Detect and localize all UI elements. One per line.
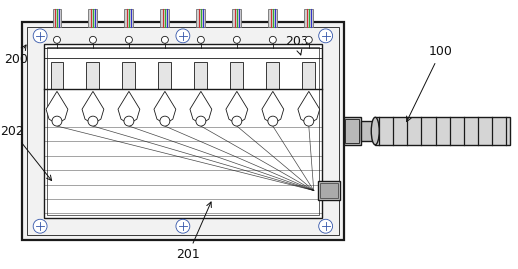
Circle shape: [319, 219, 333, 233]
Polygon shape: [82, 91, 104, 124]
Bar: [122, 62, 135, 89]
Circle shape: [269, 36, 276, 43]
Bar: [196, 9, 205, 27]
Bar: [124, 9, 133, 27]
Circle shape: [53, 36, 61, 43]
Bar: [303, 62, 315, 89]
Bar: [52, 9, 62, 27]
Bar: [343, 117, 362, 145]
Circle shape: [176, 29, 190, 43]
Polygon shape: [262, 91, 284, 124]
Circle shape: [232, 116, 242, 126]
Polygon shape: [298, 91, 320, 124]
Text: 202: 202: [1, 125, 52, 180]
Bar: [305, 9, 313, 27]
Bar: [194, 62, 207, 89]
Bar: [346, 119, 359, 143]
Circle shape: [234, 36, 240, 43]
Bar: [44, 44, 322, 218]
Polygon shape: [226, 91, 248, 124]
Circle shape: [268, 116, 278, 126]
Bar: [375, 117, 510, 145]
Bar: [22, 22, 343, 240]
Circle shape: [124, 116, 134, 126]
Circle shape: [304, 116, 314, 126]
Circle shape: [162, 36, 168, 43]
Circle shape: [176, 219, 190, 233]
Circle shape: [33, 219, 47, 233]
Text: 200: 200: [4, 45, 28, 66]
Text: 203: 203: [285, 35, 309, 55]
Bar: [362, 121, 375, 141]
Text: 100: 100: [407, 45, 453, 122]
Bar: [320, 183, 338, 199]
Circle shape: [196, 116, 206, 126]
Bar: [159, 62, 171, 89]
Bar: [47, 47, 319, 215]
Bar: [89, 9, 97, 27]
Polygon shape: [118, 91, 140, 124]
Bar: [87, 62, 99, 89]
Circle shape: [90, 36, 96, 43]
Text: 201: 201: [176, 202, 211, 261]
Polygon shape: [190, 91, 212, 124]
Bar: [51, 62, 63, 89]
Bar: [233, 9, 241, 27]
Circle shape: [305, 36, 312, 43]
Bar: [266, 62, 279, 89]
Circle shape: [319, 29, 333, 43]
Ellipse shape: [371, 117, 379, 145]
Bar: [27, 27, 339, 235]
Circle shape: [33, 29, 47, 43]
Polygon shape: [46, 91, 68, 124]
Circle shape: [160, 116, 170, 126]
Circle shape: [52, 116, 62, 126]
Bar: [268, 9, 277, 27]
Bar: [161, 9, 169, 27]
Bar: [231, 62, 243, 89]
Polygon shape: [154, 91, 176, 124]
Circle shape: [88, 116, 98, 126]
Circle shape: [125, 36, 133, 43]
Bar: [318, 180, 339, 200]
Circle shape: [197, 36, 204, 43]
